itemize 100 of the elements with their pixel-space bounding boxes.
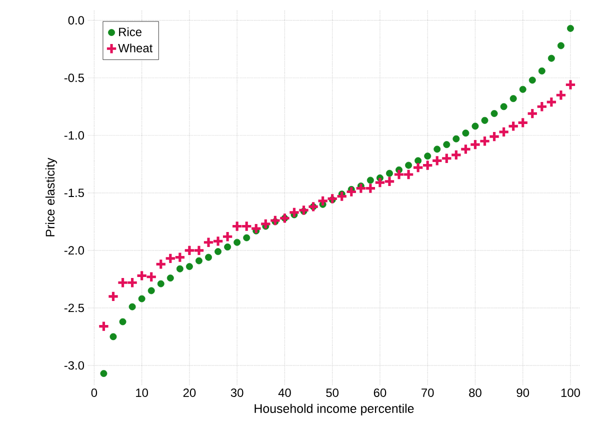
point: [202, 236, 214, 248]
point: [184, 244, 196, 256]
point: [510, 95, 517, 102]
point: [452, 135, 460, 142]
x-tick-label: 30: [230, 388, 244, 397]
point: [298, 204, 310, 216]
point: [538, 67, 546, 74]
point: [364, 182, 376, 194]
point: [536, 100, 548, 112]
point: [222, 230, 234, 242]
y-tick-label: -1.0: [64, 131, 84, 140]
point: [224, 243, 232, 250]
point: [269, 214, 282, 226]
point: [481, 116, 488, 124]
point: [460, 143, 472, 156]
point: [519, 86, 526, 93]
point: [548, 54, 555, 62]
point: [374, 176, 386, 188]
point: [564, 78, 576, 91]
point: [490, 110, 498, 118]
y-tick-label: 0.0: [68, 16, 84, 25]
point: [366, 176, 374, 184]
point: [469, 138, 482, 150]
point: [557, 42, 564, 50]
point: [136, 270, 148, 282]
point: [250, 222, 262, 234]
x-tick-label: 90: [516, 388, 530, 397]
y-tick-label: -2.5: [64, 304, 84, 312]
x-tick-label: 70: [422, 388, 434, 397]
point: [326, 192, 338, 205]
point: [443, 141, 450, 148]
point: [488, 130, 500, 142]
point: [100, 370, 108, 377]
point: [498, 126, 510, 138]
point: [384, 176, 396, 188]
point: [346, 186, 358, 198]
x-tick-label: 80: [469, 388, 482, 397]
x-axis-title: Household income percentile: [254, 404, 414, 416]
y-tick-label: -0.5: [64, 74, 84, 82]
point: [240, 220, 252, 232]
point: [214, 248, 222, 256]
point: [414, 157, 422, 164]
point: [119, 318, 126, 326]
point: [278, 212, 291, 224]
point: [528, 76, 536, 84]
point: [336, 190, 348, 202]
legend-label: Rice: [119, 27, 142, 36]
point: [148, 287, 155, 294]
point: [386, 170, 393, 177]
point: [164, 252, 176, 264]
point: [234, 238, 241, 246]
point: [98, 320, 110, 332]
x-tick-label: 0: [91, 388, 98, 397]
point: [566, 24, 574, 32]
point: [145, 270, 158, 283]
point: [355, 182, 367, 194]
x-tick-label: 60: [374, 388, 386, 397]
point: [405, 162, 412, 169]
point: [186, 263, 193, 270]
point: [157, 280, 164, 288]
point: [195, 257, 202, 264]
point: [212, 235, 224, 248]
point: [500, 103, 508, 110]
x-tick-label: 20: [183, 388, 196, 397]
point: [107, 290, 120, 302]
y-tick-label: -1.5: [64, 188, 84, 198]
point: [116, 276, 129, 288]
x-tick-label: 100: [561, 388, 580, 397]
point: [307, 200, 320, 213]
point: [316, 195, 329, 207]
point: [507, 120, 520, 132]
point: [176, 265, 184, 272]
point: [166, 274, 174, 282]
point: [393, 168, 405, 180]
point: [431, 154, 443, 167]
point: [526, 108, 538, 120]
point: [434, 146, 441, 153]
point: [243, 234, 250, 242]
x-tick-label: 40: [278, 388, 291, 397]
point: [450, 149, 462, 161]
y-axis-title: Price elasticity: [45, 158, 58, 236]
point: [193, 244, 205, 256]
point: [478, 135, 491, 148]
point: [555, 89, 567, 101]
point: [288, 206, 300, 218]
point: [174, 251, 186, 264]
point: [412, 162, 424, 174]
y-tick-label: -2.0: [64, 246, 84, 255]
x-tick-label: 10: [136, 388, 148, 397]
point: [138, 295, 146, 302]
point: [516, 116, 529, 129]
x-tick-label: 50: [326, 388, 339, 397]
point: [472, 122, 479, 130]
point: [260, 218, 272, 230]
point: [231, 220, 243, 232]
point: [110, 333, 117, 340]
point: [440, 152, 453, 164]
point: [154, 258, 167, 270]
point: [402, 168, 414, 180]
point: [126, 276, 138, 288]
